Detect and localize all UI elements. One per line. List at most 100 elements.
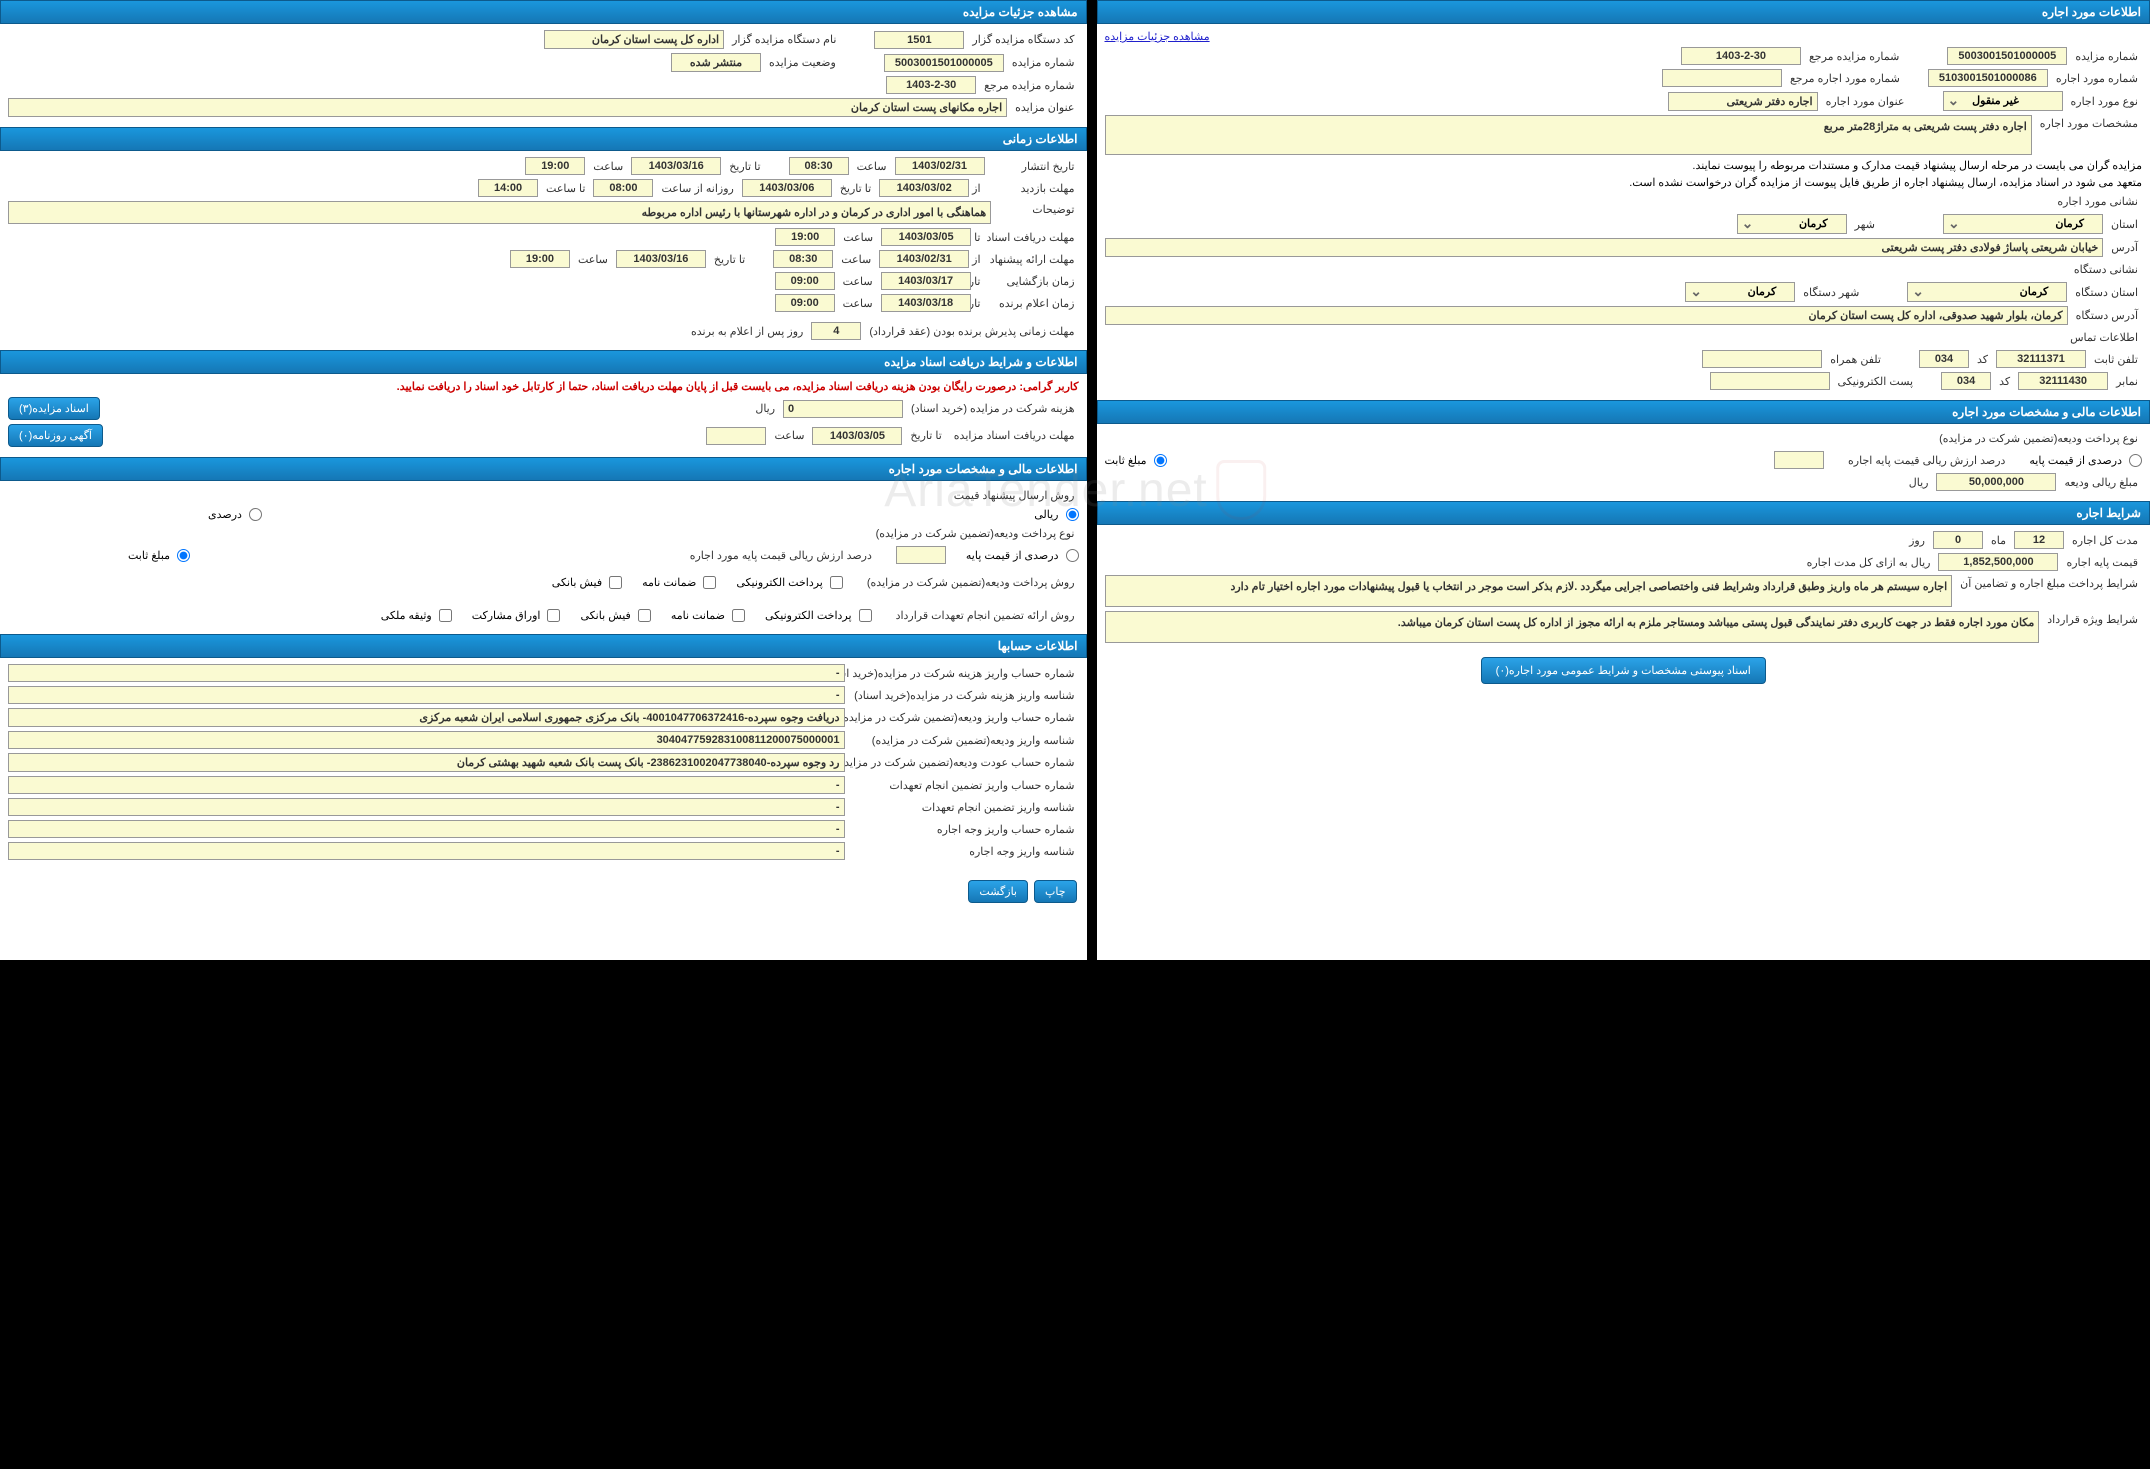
rial-radio[interactable] [1066, 508, 1079, 521]
publish-until-hour-field: 19:00 [525, 157, 585, 175]
bank-receipt-label-2: فیش بانکی [580, 609, 630, 622]
auction-docs-button[interactable]: اسناد مزایده(۳) [8, 397, 100, 420]
electronic-pay-label-2: پرداخت الکترونیکی [765, 609, 852, 622]
rent-account-label: شماره حساب واریز وجه اجاره [849, 821, 1079, 838]
city-select[interactable]: کرمان [1737, 214, 1847, 234]
guarantee-letter-label-2: ضمانت نامه [671, 609, 725, 622]
deposit-type-label-r: نوع پرداخت ودیعه(تضمین شرکت در مزایده) [872, 525, 1079, 542]
percent-radio-left[interactable] [2129, 454, 2142, 467]
rial-label-1: ریال [1905, 474, 1933, 491]
description-label: توضیحات [995, 201, 1078, 218]
deposit-type-label-left: نوع پرداخت ودیعه(تضمین شرکت در مزایده) [1935, 430, 2142, 447]
code-label-2: کد [1995, 373, 2014, 390]
fixed-amount-option-label: مبلغ ثابت [128, 549, 170, 562]
rental-address-heading: نشانی مورد اجاره [2053, 193, 2142, 210]
property-deposit-checkbox[interactable] [439, 609, 452, 622]
attachment-docs-button[interactable]: اسناد پیوستی مشخصات و شرایط عمومی مورد ا… [1481, 657, 1766, 684]
hour-label-6: ساعت [839, 273, 877, 290]
duration-months-field: 12 [2014, 531, 2064, 549]
mobile-label: تلفن همراه [1826, 351, 1885, 368]
province-label: استان [2107, 216, 2142, 233]
payment-conditions-label: شرایط پرداخت مبلغ اجاره و تضامین آن [1956, 575, 2142, 592]
participation-bonds-checkbox[interactable] [547, 609, 560, 622]
mobile-field [1702, 350, 1822, 368]
doc-until-hour-field: 19:00 [775, 228, 835, 246]
deposit-amount-label: مبلغ ریالی ودیعه [2060, 474, 2142, 491]
deposit-method-label: روش پرداخت ودیعه(تضمین شرکت در مزایده) [863, 574, 1079, 591]
organizer-name-field: اداره کل پست استان کرمان [544, 30, 724, 49]
hour-label-4: ساعت [837, 251, 875, 268]
ref-auction-number-label: شماره مزایده مرجع [1805, 48, 1903, 65]
until-date-label-1: تا تاریخ [725, 158, 764, 175]
opening-hour-field: 09:00 [775, 272, 835, 290]
description-textarea: هماهنگی با امور اداری در کرمان و در ادار… [8, 201, 991, 224]
fee-label: هزینه شرکت در مزایده (خرید اسناد) [907, 400, 1078, 417]
auction-number-label-r: شماره مزایده [1008, 54, 1079, 71]
day-label: روز [1905, 532, 1929, 549]
rental-title-label: عنوان مورد اجاره [1822, 93, 1909, 110]
base-percent-field-label: درصد ارزش ریالی قیمت پایه مورد اجاره [686, 547, 876, 564]
proposal-until-field: 1403/03/16 [616, 250, 706, 268]
acceptance-days-field: 4 [811, 322, 861, 340]
rent-account-field: - [8, 820, 845, 838]
province-select[interactable]: کرمان [1943, 214, 2103, 234]
section-time-info: اطلاعات زمانی [0, 127, 1087, 151]
amount-radio-left[interactable] [1154, 454, 1167, 467]
percent-radio-r[interactable] [249, 508, 262, 521]
proposal-until-hour-field: 19:00 [510, 250, 570, 268]
doc-deadline-label: مهلت دریافت اسناد [989, 229, 1079, 246]
city-label: شهر [1851, 216, 1879, 233]
refund-account-field: رد وجوه سپرده-2386231002047738040- بانک … [8, 753, 845, 772]
base-percent-label-left: درصد ارزش ریالی قیمت پایه اجاره [1844, 452, 2009, 469]
guarantee-id-label: شناسه واریز تضمین انجام تعهدات [849, 799, 1079, 816]
device-city-select[interactable]: کرمان [1685, 282, 1795, 302]
base-percent-option-label: درصدی از قیمت پایه [966, 549, 1059, 562]
base-percent-field-left [1774, 451, 1824, 469]
rial-per-duration-label: ریال به ازای کل مدت اجاره [1803, 554, 1935, 571]
rental-specs-textarea: اجاره دفتر پست شریعتی به متراژ28متر مربع [1105, 115, 2032, 155]
print-button[interactable]: چاپ [1034, 880, 1077, 903]
until-date-label-5: تا تاریخ [906, 427, 945, 444]
refund-account-label: شماره حساب عودت ودیعه(تضمین شرکت در مزای… [849, 754, 1079, 771]
hour-label-7: ساعت [839, 295, 877, 312]
hour-label-1: ساعت [853, 158, 891, 175]
rent-id-field: - [8, 842, 845, 860]
guarantee-letter-checkbox-2[interactable] [732, 609, 745, 622]
hour-label-3: ساعت [839, 229, 877, 246]
base-percent-radio[interactable] [1066, 549, 1079, 562]
base-percent-field-r [896, 546, 946, 564]
guarantee-letter-checkbox-1[interactable] [703, 576, 716, 589]
ref-number-label-r: شماره مزایده مرجع [980, 77, 1078, 94]
device-province-select[interactable]: کرمان [1907, 282, 2067, 302]
bank-receipt-checkbox-1[interactable] [609, 576, 622, 589]
publish-date-label: تاریخ انتشار [989, 158, 1079, 175]
until-hour-label-1: تا ساعت [542, 180, 589, 197]
electronic-pay-checkbox-2[interactable] [859, 609, 872, 622]
base-price-label: قیمت پایه اجاره [2062, 554, 2142, 571]
winner-date-field: 1403/03/18 [881, 294, 971, 312]
daily-from-field: 08:00 [593, 179, 653, 197]
contract-guarantee-label: روش ارائه تضمین انجام تعهدات قرارداد [892, 607, 1079, 624]
payment-conditions-textarea: اجاره سیستم هر ماه واریز وطبق قرارداد وش… [1105, 575, 1953, 607]
amount-option-label-left: مبلغ ثابت [1105, 454, 1147, 467]
rental-type-label: نوع مورد اجاره [2067, 93, 2143, 110]
fee-id-field: - [8, 686, 845, 704]
device-city-label: شهر دستگاه [1799, 284, 1863, 301]
visit-until-field: 1403/03/06 [742, 179, 832, 197]
fax-field: 32111430 [2018, 372, 2108, 390]
daily-from-label: روزانه از ساعت [657, 180, 737, 197]
fixed-amount-radio[interactable] [177, 549, 190, 562]
daily-ad-button[interactable]: آگهی روزنامه(۰) [8, 424, 103, 447]
proposal-from-field: 1403/02/31 [879, 250, 969, 268]
electronic-pay-checkbox-1[interactable] [830, 576, 843, 589]
deposit-account-label: شماره حساب واریز ودیعه(تضمین شرکت در مزا… [849, 709, 1079, 726]
section-financial-specs-left: اطلاعات مالی و مشخصات مورد اجاره [1097, 400, 2150, 424]
code-label-1: کد [1973, 351, 1992, 368]
deposit-account-field: دریافت وجوه سپرده-4001047706372416- بانک… [8, 708, 845, 727]
warning-text: کاربر گرامی: درصورت رایگان بودن هزینه در… [397, 380, 1079, 393]
bank-receipt-checkbox-2[interactable] [638, 609, 651, 622]
phone-field: 32111371 [1996, 350, 2086, 368]
back-button[interactable]: بازگشت [968, 880, 1028, 903]
view-auction-details-link[interactable]: مشاهده جزئیات مزایده [1105, 30, 1210, 43]
rental-type-select[interactable]: غیر منقول [1943, 91, 2063, 111]
